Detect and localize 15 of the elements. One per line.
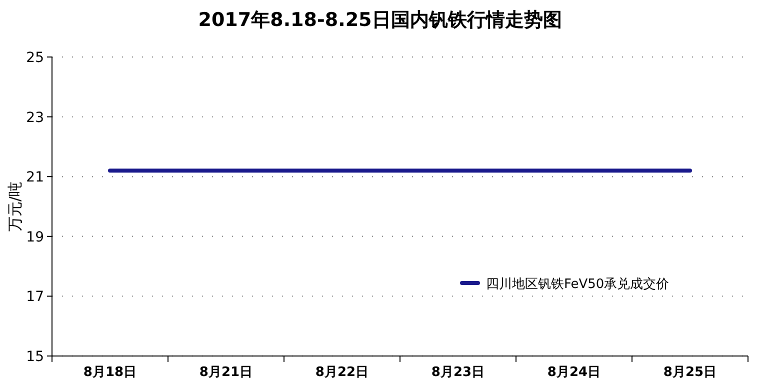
chart-title: 2017年8.18-8.25日国内钒铁行情走势图 <box>198 9 562 31</box>
x-tick-label: 8月25日 <box>663 365 717 380</box>
legend-label: 四川地区钒铁FeV50承兑成交价 <box>486 276 670 292</box>
y-tick-label: 25 <box>26 50 44 66</box>
x-tick-label: 8月18日 <box>83 365 137 380</box>
y-tick-label: 19 <box>26 229 44 246</box>
x-tick-label: 8月23日 <box>431 365 485 380</box>
y-tick-label: 17 <box>26 289 44 306</box>
x-tick-label: 8月21日 <box>199 365 253 380</box>
y-tick-label: 15 <box>26 349 44 365</box>
x-tick-label: 8月22日 <box>315 365 369 380</box>
x-tick-label: 8月24日 <box>547 365 601 380</box>
y-tick-label: 23 <box>26 110 44 126</box>
y-axis-title: 万元/吨 <box>6 181 24 232</box>
y-tick-label: 21 <box>26 170 44 186</box>
